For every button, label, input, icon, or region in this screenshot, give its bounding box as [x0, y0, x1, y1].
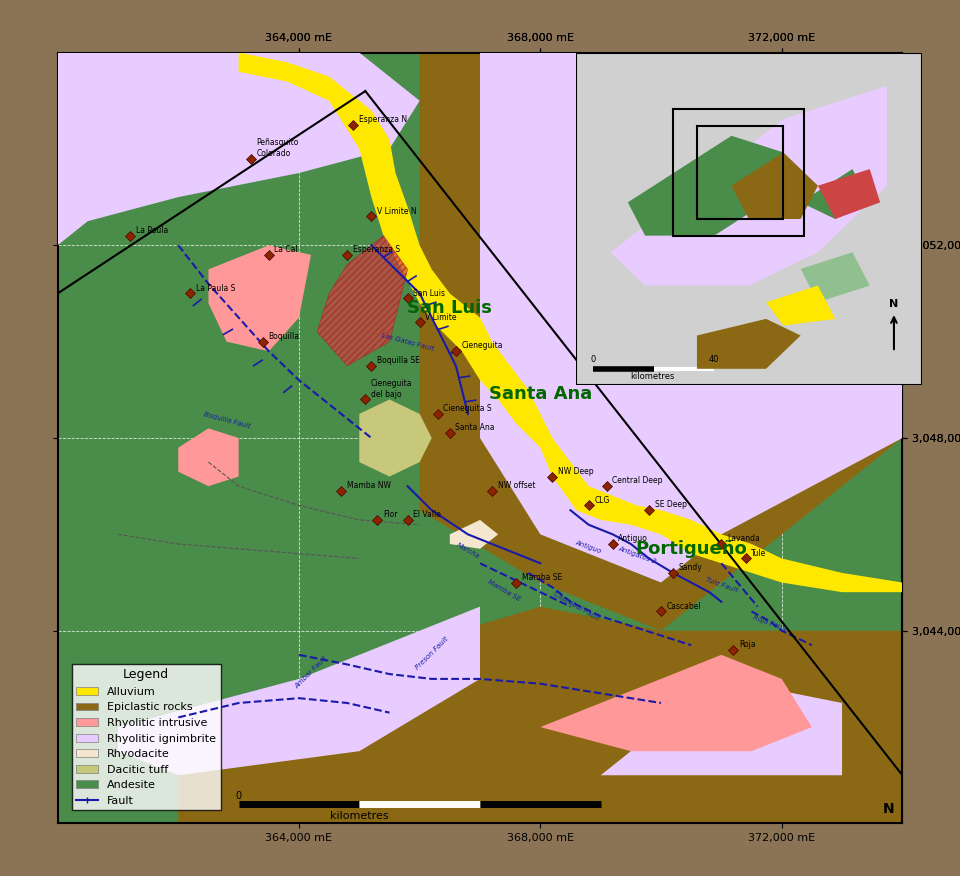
Text: Antiguo: Antiguo	[575, 540, 603, 555]
Text: Santa Ana: Santa Ana	[455, 423, 495, 433]
Text: Antígatos 2: Antígatos 2	[617, 545, 657, 564]
Text: La Cal: La Cal	[275, 245, 298, 254]
Polygon shape	[450, 520, 498, 549]
Text: Boquilla: Boquilla	[269, 332, 300, 341]
Text: 0: 0	[590, 355, 596, 364]
Polygon shape	[420, 53, 960, 823]
Text: CLG: CLG	[594, 496, 610, 505]
Polygon shape	[359, 399, 432, 477]
Polygon shape	[801, 169, 870, 219]
Text: Boquilla Fault: Boquilla Fault	[203, 411, 251, 429]
Text: Esperanza S: Esperanza S	[353, 245, 400, 254]
Text: NW offset: NW offset	[497, 481, 535, 491]
Text: Cieneguita: Cieneguita	[462, 342, 503, 350]
Text: V Limite: V Limite	[425, 313, 457, 321]
Polygon shape	[628, 136, 783, 236]
Polygon shape	[208, 245, 311, 351]
Polygon shape	[601, 679, 842, 775]
Text: Mamba SE: Mamba SE	[487, 579, 521, 603]
Text: Tule Fault: Tule Fault	[705, 576, 738, 593]
Polygon shape	[317, 236, 408, 366]
Text: San Luis: San Luis	[413, 288, 445, 298]
Text: NW Deep: NW Deep	[558, 467, 593, 476]
Polygon shape	[697, 319, 801, 369]
Text: Ambar Fault: Ambar Fault	[294, 655, 328, 689]
Text: Flor: Flor	[383, 510, 397, 519]
Text: Roja Fault: Roja Fault	[752, 614, 787, 632]
Text: kilometres: kilometres	[330, 810, 389, 821]
Bar	[673, 110, 804, 236]
Text: Cieneguita S: Cieneguita S	[444, 404, 492, 413]
Polygon shape	[480, 53, 902, 583]
Polygon shape	[58, 53, 902, 823]
Text: Boquilla SE: Boquilla SE	[377, 356, 420, 365]
Polygon shape	[239, 53, 902, 592]
Text: Marcha: Marcha	[455, 541, 481, 560]
Text: La Paula S: La Paula S	[196, 284, 235, 293]
Legend: Alluvium, Epiclastic rocks, Rhyolitic intrusive, Rhyolitic ignimbrite, Rhyodacit: Alluvium, Epiclastic rocks, Rhyolitic in…	[72, 664, 221, 810]
Polygon shape	[611, 86, 887, 286]
Polygon shape	[179, 428, 239, 486]
Text: 40: 40	[709, 355, 719, 364]
Text: Peñasquito
Colorado: Peñasquito Colorado	[256, 138, 299, 158]
Text: La Paula: La Paula	[135, 226, 168, 235]
Text: N: N	[889, 299, 899, 309]
Bar	[697, 126, 783, 219]
Text: Antiguo: Antiguo	[618, 534, 648, 543]
Polygon shape	[179, 607, 902, 823]
Text: Esperanza N: Esperanza N	[359, 115, 407, 124]
Polygon shape	[420, 53, 902, 631]
Text: Central Deep: Central Deep	[612, 477, 662, 485]
Text: SE Deep: SE Deep	[655, 500, 686, 510]
Text: Portigueño: Portigueño	[636, 540, 747, 558]
Text: Lavanda: Lavanda	[727, 534, 759, 543]
Text: San Luis: San Luis	[407, 299, 492, 317]
Text: Las Gatas Fault: Las Gatas Fault	[381, 333, 435, 352]
Polygon shape	[118, 607, 480, 775]
Text: 0: 0	[235, 791, 242, 802]
Polygon shape	[818, 169, 880, 219]
Text: Cascabul Fault: Cascabul Fault	[553, 591, 600, 622]
Text: Mamba SE: Mamba SE	[522, 573, 562, 582]
Text: V Limite N: V Limite N	[377, 207, 417, 215]
Text: Roja: Roja	[739, 640, 756, 649]
Text: Preson Fault: Preson Fault	[414, 635, 449, 670]
Polygon shape	[801, 252, 870, 302]
Polygon shape	[766, 286, 835, 326]
Text: N: N	[882, 802, 894, 816]
Polygon shape	[540, 654, 812, 752]
Text: kilometres: kilometres	[630, 371, 674, 381]
Polygon shape	[58, 53, 420, 245]
Text: Santa Ana: Santa Ana	[489, 385, 592, 404]
Text: El Valle: El Valle	[413, 510, 441, 519]
Text: Cascabel: Cascabel	[666, 602, 701, 611]
Polygon shape	[732, 152, 818, 219]
Text: Cieneguita
del bajo: Cieneguita del bajo	[371, 379, 413, 399]
Text: Mamba NW: Mamba NW	[347, 481, 391, 491]
Text: Sandy: Sandy	[679, 563, 703, 572]
Text: Tule: Tule	[751, 548, 766, 558]
